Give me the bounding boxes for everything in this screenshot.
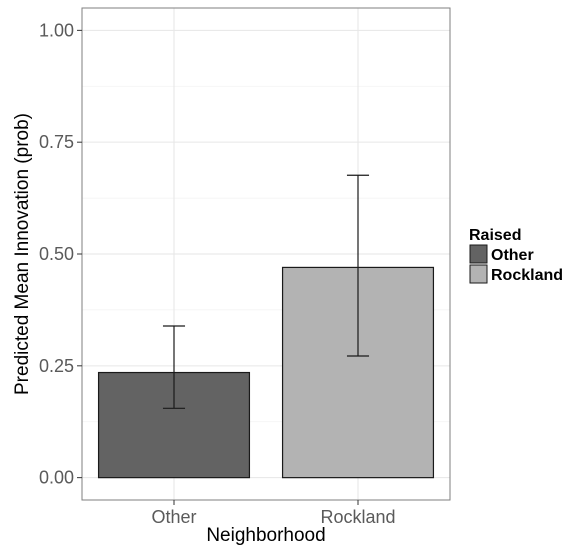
x-tick-label: Rockland	[320, 507, 395, 527]
x-axis: Other Rockland	[151, 500, 396, 527]
y-axis-title: Predicted Mean Innovation (prob)	[12, 113, 33, 395]
legend-label-other: Other	[491, 247, 534, 264]
legend-key-rockland	[469, 264, 488, 284]
legend-key-other	[469, 244, 488, 264]
legend: Raised Other Rockland	[469, 227, 563, 284]
error-bar-rockland	[346, 174, 370, 357]
x-axis-title: Neighborhood	[206, 525, 325, 546]
y-axis: 0.00 0.25 0.50 0.75 1.00	[39, 20, 82, 488]
error-bars	[162, 174, 370, 409]
legend-title: Raised	[469, 227, 521, 244]
y-tick-label: 0.75	[39, 132, 74, 152]
legend-label-rockland: Rockland	[491, 267, 563, 284]
y-tick-label: 0.50	[39, 244, 74, 264]
y-tick-label: 0.25	[39, 356, 74, 376]
bars	[97, 266, 435, 479]
error-bar-other	[162, 325, 186, 409]
y-tick-label: 0.00	[39, 468, 74, 488]
x-tick-label: Other	[151, 507, 196, 527]
y-tick-label: 1.00	[39, 20, 74, 40]
